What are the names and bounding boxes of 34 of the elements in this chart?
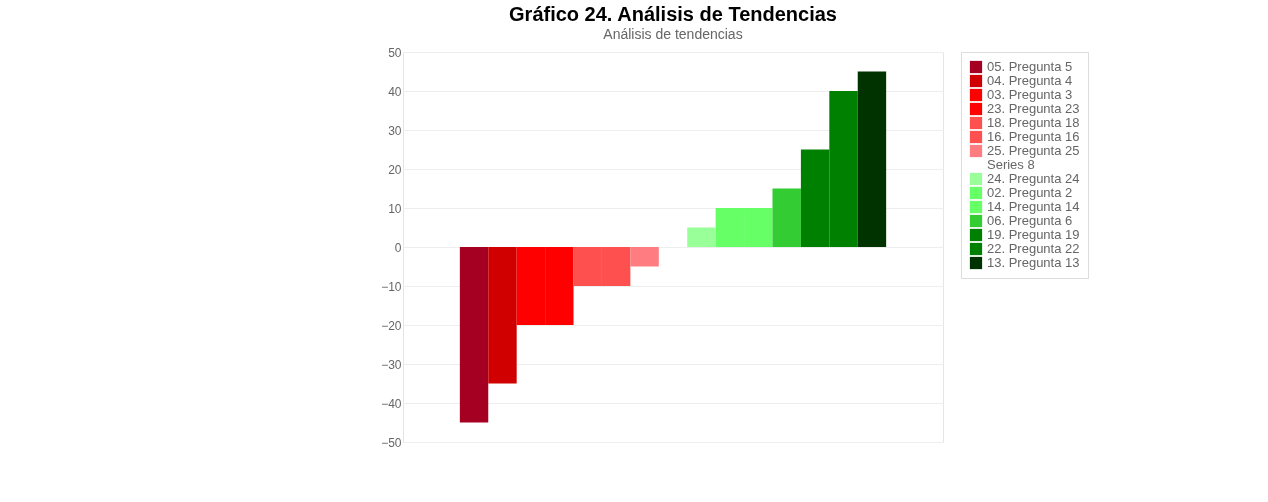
bar [687,227,716,247]
legend-label: 14. Pregunta 14 [987,199,1080,214]
bar [488,247,517,384]
legend-label: 03. Pregunta 3 [987,87,1073,102]
legend-label: 25. Pregunta 25 [987,143,1080,158]
bar [857,71,887,247]
y-tick-label: −40 [381,396,402,411]
y-tick-label: 10 [388,201,402,216]
legend-label: 16. Pregunta 16 [987,129,1080,144]
bar [630,247,659,267]
legend-label: 19. Pregunta 19 [987,227,1080,242]
bar [772,188,801,247]
legend-label: 23. Pregunta 23 [987,101,1080,116]
text: Series 8 [987,157,1035,172]
y-tick-label: −20 [381,318,402,333]
y-tick-label: −30 [381,357,402,372]
legend-label: 22. Pregunta 22 [987,241,1080,256]
legend-label: 24. Pregunta 24 [987,171,1080,186]
y-tick-label: 50 [388,45,402,60]
legend-label: 06. Pregunta 6 [987,213,1073,228]
bar [459,247,489,423]
legend-label: 18. Pregunta 18 [987,115,1080,130]
chart-title: Gráfico 24. Análisis de Tendencias [509,3,837,25]
y-tick-label: 20 [388,162,402,177]
legend-label: 05. Pregunta 5 [987,59,1073,74]
chart-subtitle: Análisis de tendencias [603,26,743,42]
y-tick-label: 40 [388,84,402,99]
y-tick-label: 0 [394,240,402,255]
y-tick-label: −10 [381,279,402,294]
legend-label: 13. Pregunta 13 [987,255,1080,270]
y-tick-label: −50 [381,435,402,450]
y-tick-label: 30 [388,123,402,138]
legend-label: 02. Pregunta 2 [987,185,1073,200]
legend-label: 04. Pregunta 4 [987,73,1073,88]
